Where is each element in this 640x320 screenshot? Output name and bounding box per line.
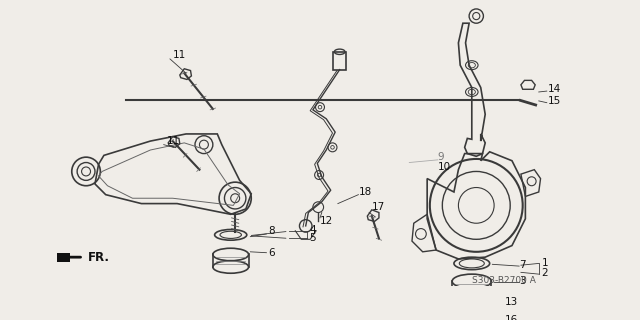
Text: 8: 8 — [268, 226, 275, 236]
Text: 6: 6 — [268, 248, 275, 258]
Text: 16: 16 — [505, 315, 518, 320]
Text: FR.: FR. — [88, 251, 110, 264]
Text: 7: 7 — [519, 260, 525, 270]
Text: 3: 3 — [519, 276, 525, 286]
Text: 14: 14 — [548, 84, 561, 94]
Text: 11: 11 — [166, 136, 180, 146]
Text: 1: 1 — [541, 258, 548, 268]
Text: 11: 11 — [173, 50, 186, 60]
Text: 9: 9 — [438, 152, 445, 162]
Text: 15: 15 — [548, 96, 561, 106]
Text: S303-B2700 A: S303-B2700 A — [472, 276, 536, 285]
Text: 10: 10 — [438, 162, 451, 172]
Text: 5: 5 — [309, 233, 316, 244]
Text: 17: 17 — [372, 202, 385, 212]
Polygon shape — [56, 253, 70, 262]
Text: 13: 13 — [505, 297, 518, 307]
Text: 18: 18 — [358, 187, 372, 197]
Text: 4: 4 — [309, 225, 316, 236]
Text: 2: 2 — [541, 268, 548, 278]
Text: 12: 12 — [320, 216, 333, 227]
